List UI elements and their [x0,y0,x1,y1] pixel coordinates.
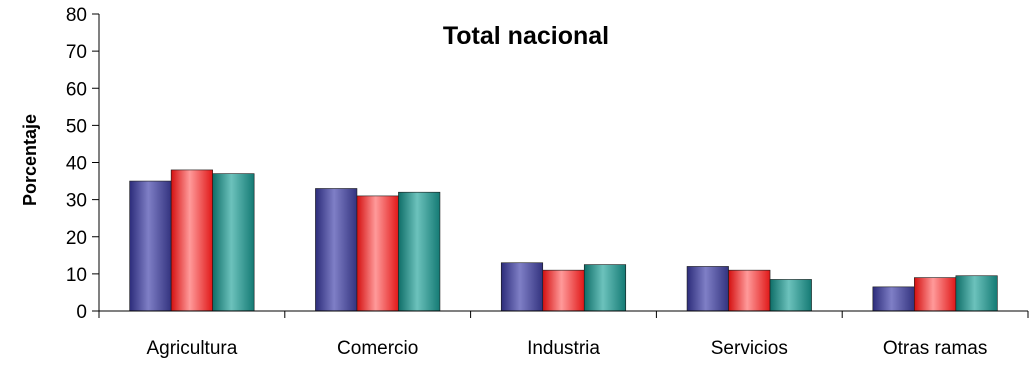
bar-comercio-s3 [398,191,441,312]
y-tick-label: 80 [66,5,87,26]
x-tick-label: Otras ramas [883,338,988,359]
y-tick-label: 50 [66,116,87,137]
x-tick-label: Industria [527,338,600,359]
y-tick-label: 0 [76,302,87,323]
bar-otras-ramas-s1 [872,286,915,312]
bar-servicios-s2 [728,269,771,312]
bar-comercio-s2 [356,195,399,312]
y-tick-label: 40 [66,154,87,175]
y-tick-label: 20 [66,228,87,249]
bar-agricultura-s3 [212,173,255,312]
bar-otras-ramas-s2 [914,277,957,312]
y-tick-label: 70 [66,42,87,63]
y-tick-label: 60 [66,79,87,100]
y-axis-title: Porcentaje [20,114,40,206]
y-axis-ticks: 0 10 20 30 40 50 60 70 80 [66,5,99,323]
y-tick-label: 10 [66,265,87,286]
bar-servicios-s1 [686,266,729,312]
bar-otras-ramas-s3 [955,275,998,312]
bar-agricultura-s2 [170,169,213,312]
bar-servicios-s3 [769,279,812,312]
bar-industria-s3 [583,264,627,312]
bar-industria-s2 [542,269,585,312]
bars [129,169,998,312]
x-axis-ticks [98,311,1029,318]
bar-agricultura-s1 [129,180,172,312]
x-axis-labels: Agricultura Comercio Industria Servicios Otr… [146,338,987,359]
x-tick-label: Comercio [337,338,418,359]
chart-title: Total nacional [443,22,609,50]
x-tick-label: Servicios [711,338,788,359]
bar-comercio-s1 [315,188,358,312]
x-tick-label: Agricultura [146,338,237,359]
y-tick-label: 30 [66,191,87,212]
bar-industria-s1 [500,262,544,312]
